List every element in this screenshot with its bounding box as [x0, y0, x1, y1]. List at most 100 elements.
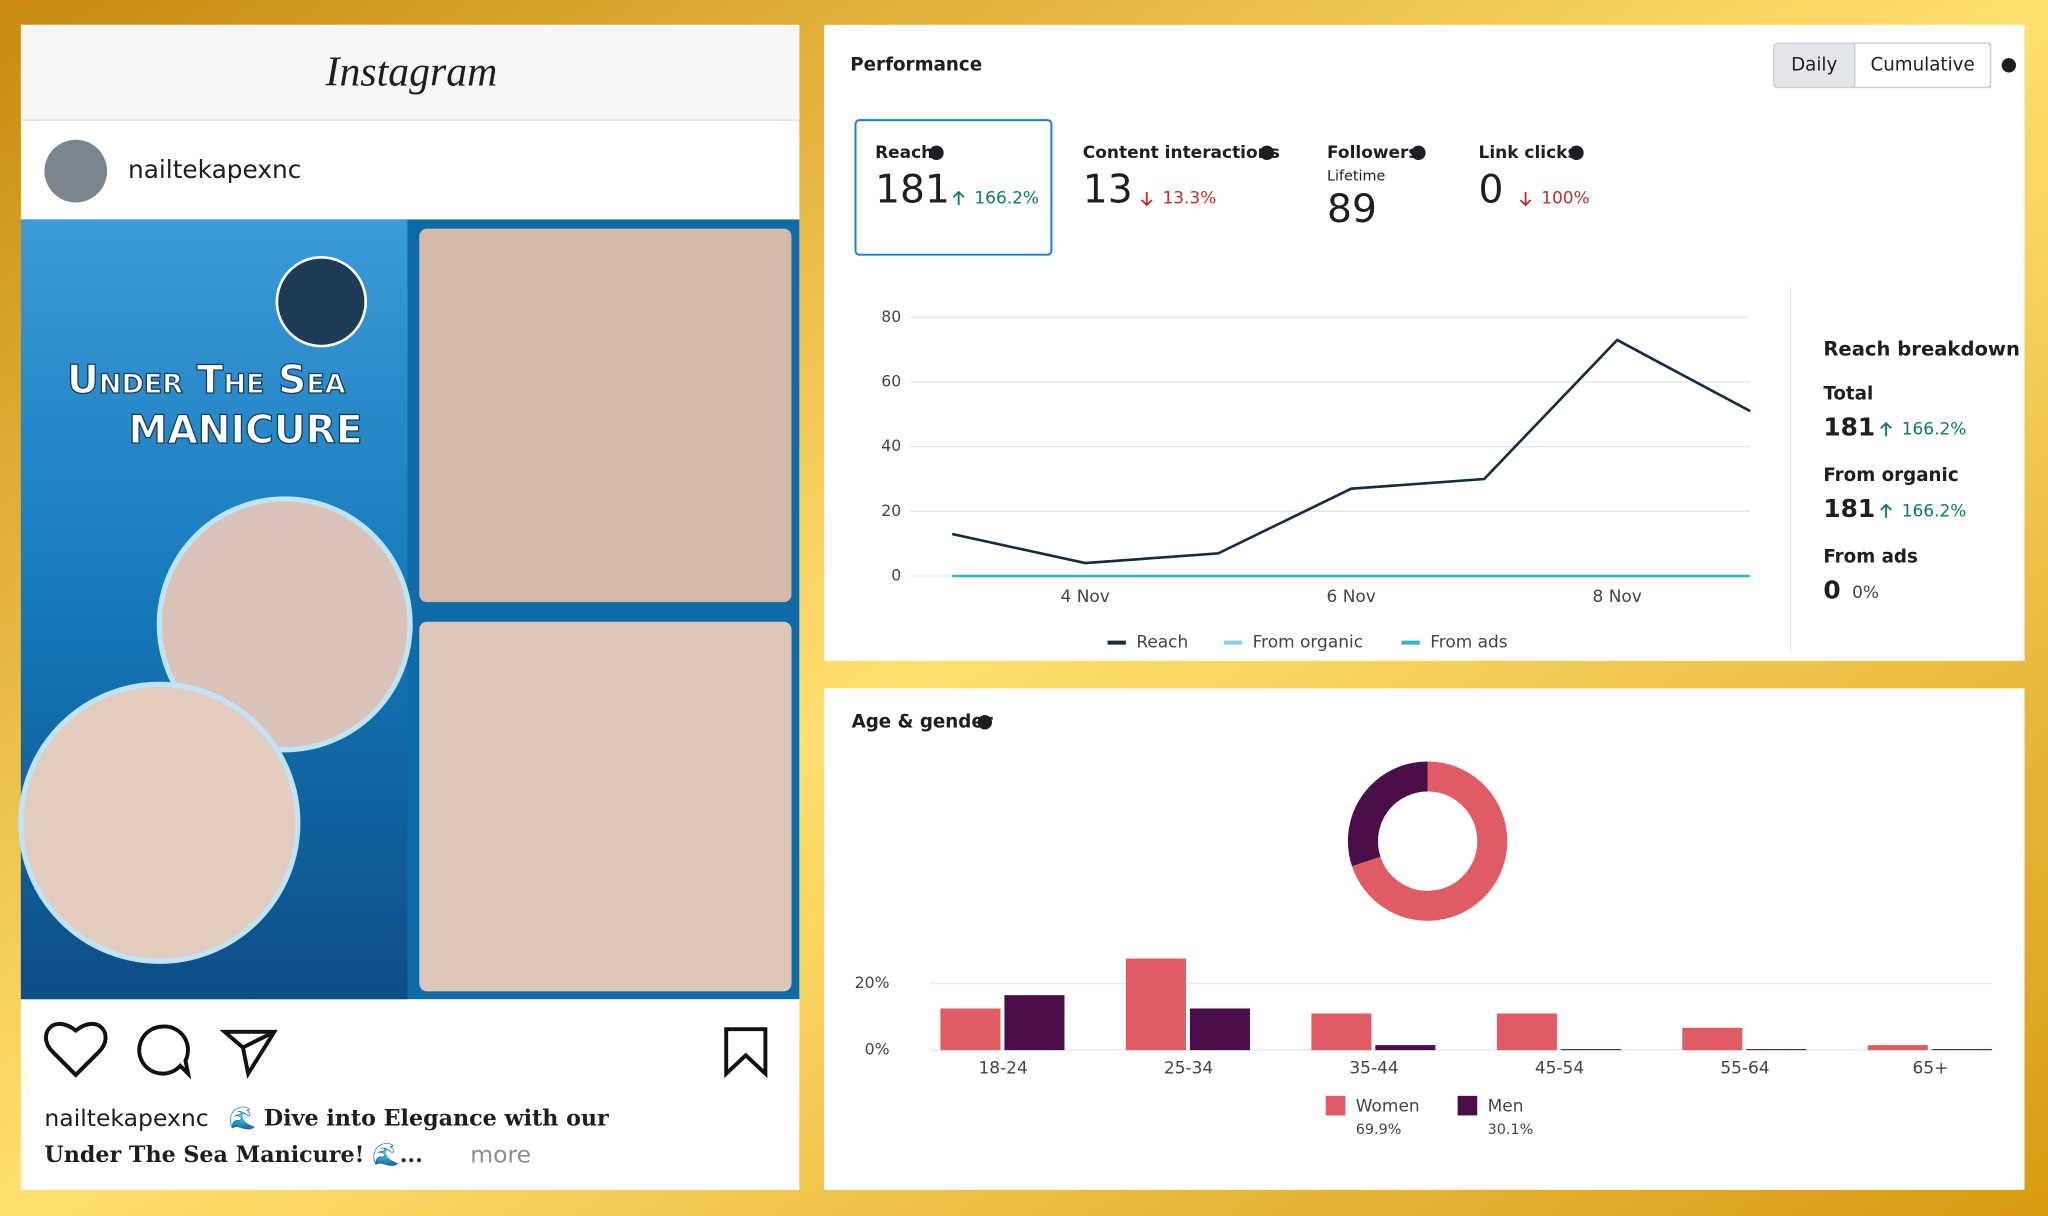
metric-label: Followers [1327, 143, 1419, 163]
x-tick-label: 6 Nov [1327, 587, 1376, 607]
y-tick-label: 20% [855, 973, 890, 992]
legend-value: 69.9% [1356, 1122, 1402, 1138]
legend-label: From organic [1253, 633, 1363, 653]
image-title: Under The Sea [67, 358, 346, 403]
breakdown-label: From ads [1823, 547, 1918, 568]
metric-change: 166.2% [974, 189, 1039, 209]
comment-icon[interactable] [137, 1024, 192, 1080]
legend-value: 30.1% [1488, 1122, 1534, 1138]
toggle-label: Cumulative [1870, 54, 1974, 75]
x-tick-label: 25-34 [1164, 1058, 1213, 1078]
y-tick-label: 0 [891, 566, 901, 585]
bar [1931, 1049, 1992, 1051]
x-tick-label: 18-24 [978, 1058, 1027, 1078]
bar [1682, 1027, 1743, 1051]
share-icon[interactable] [219, 1029, 278, 1079]
breakdown-title: Reach breakdown [1823, 338, 2020, 361]
metric-label: Reach [875, 143, 933, 163]
info-icon[interactable] [1569, 145, 1584, 160]
info-icon[interactable] [1411, 145, 1426, 160]
bar [1004, 995, 1065, 1051]
more-link[interactable]: more [470, 1140, 531, 1168]
bar [1311, 1013, 1372, 1051]
legend-label: Men [1488, 1096, 1524, 1116]
bar [1375, 1045, 1436, 1051]
legend-label: Women [1356, 1096, 1420, 1116]
image-title: MANICURE [128, 408, 362, 453]
metric-label: Content interactions [1083, 143, 1280, 163]
metric-value: 0 [1479, 168, 1504, 213]
x-tick-label: 65+ [1913, 1058, 1949, 1078]
metric-value: 89 [1327, 187, 1377, 232]
y-tick-label: 20 [881, 501, 901, 520]
photo [419, 621, 792, 992]
legend-swatch [1325, 1095, 1346, 1116]
legend-label: From ads [1430, 633, 1508, 653]
breakdown-value: 181 [1823, 412, 1875, 441]
change-arrow [1880, 421, 1892, 437]
x-tick-label: 4 Nov [1061, 587, 1110, 607]
caption-username: nailtekapexnc [44, 1104, 208, 1132]
metric-value: 181 [875, 168, 950, 213]
instagram-logo: Instagram [325, 49, 498, 95]
avatar [44, 139, 108, 203]
photo-circle [156, 496, 413, 753]
line-series [951, 338, 1751, 565]
bar [1560, 1049, 1621, 1051]
change-arrow [952, 190, 965, 206]
donut-segment [1351, 761, 1508, 921]
bar [1496, 1013, 1557, 1051]
selected-metric[interactable] [854, 119, 1053, 256]
metric-label: Link clicks [1479, 143, 1578, 163]
metric-change: 13.3% [1162, 189, 1216, 209]
legend-label: Reach [1136, 633, 1188, 653]
donut-segment [1347, 761, 1429, 867]
y-tick-label: 0% [865, 1040, 890, 1059]
x-tick-label: 35-44 [1349, 1058, 1398, 1078]
change-arrow [1880, 503, 1892, 518]
breakdown-change: 166.2% [1902, 420, 1967, 440]
toggle-label: Daily [1791, 54, 1837, 75]
performance-panel [824, 24, 2025, 661]
x-tick-label: 45-54 [1535, 1058, 1584, 1078]
legend-swatch [1457, 1095, 1478, 1116]
metric-change: 100% [1541, 189, 1590, 209]
y-tick-label: 60 [881, 372, 901, 391]
like-icon[interactable] [44, 1022, 108, 1078]
y-tick-label: 80 [881, 307, 901, 326]
bar [1125, 958, 1186, 1051]
breakdown-value: 0 [1823, 576, 1840, 605]
caption-text: 🌊 Dive into Elegance with our [229, 1104, 609, 1131]
change-arrow [1519, 191, 1532, 207]
y-tick-label: 40 [881, 436, 901, 455]
toggle-cumulative[interactable] [1854, 42, 1992, 89]
bar [1746, 1049, 1807, 1051]
breakdown-label: From organic [1823, 465, 1958, 486]
caption-text: Under The Sea Manicure! 🌊... [44, 1141, 422, 1168]
info-icon[interactable] [929, 145, 944, 160]
x-tick-label: 8 Nov [1593, 587, 1642, 607]
logo-badge [275, 255, 368, 348]
info-icon[interactable] [977, 715, 992, 730]
breakdown-label: Total [1823, 383, 1873, 404]
metric-sublabel: Lifetime [1327, 168, 1385, 184]
panel-title: Age & gender [852, 711, 993, 732]
change-arrow [1140, 191, 1153, 207]
metric-value: 13 [1083, 168, 1133, 213]
breakdown-change: 0% [1852, 583, 1879, 603]
x-tick-label: 55-64 [1720, 1058, 1769, 1078]
bar [940, 1008, 1001, 1051]
bar [1867, 1045, 1928, 1051]
bar [1189, 1008, 1250, 1051]
breakdown-change: 166.2% [1902, 501, 1967, 521]
info-icon[interactable] [1259, 145, 1275, 160]
instagram-header [20, 24, 800, 121]
photo [419, 228, 792, 603]
save-icon[interactable] [724, 1027, 768, 1079]
breakdown-value: 181 [1823, 494, 1875, 523]
username: nailtekapexnc [128, 155, 301, 184]
photo-circle [18, 681, 301, 964]
info-icon[interactable] [2001, 58, 2016, 73]
